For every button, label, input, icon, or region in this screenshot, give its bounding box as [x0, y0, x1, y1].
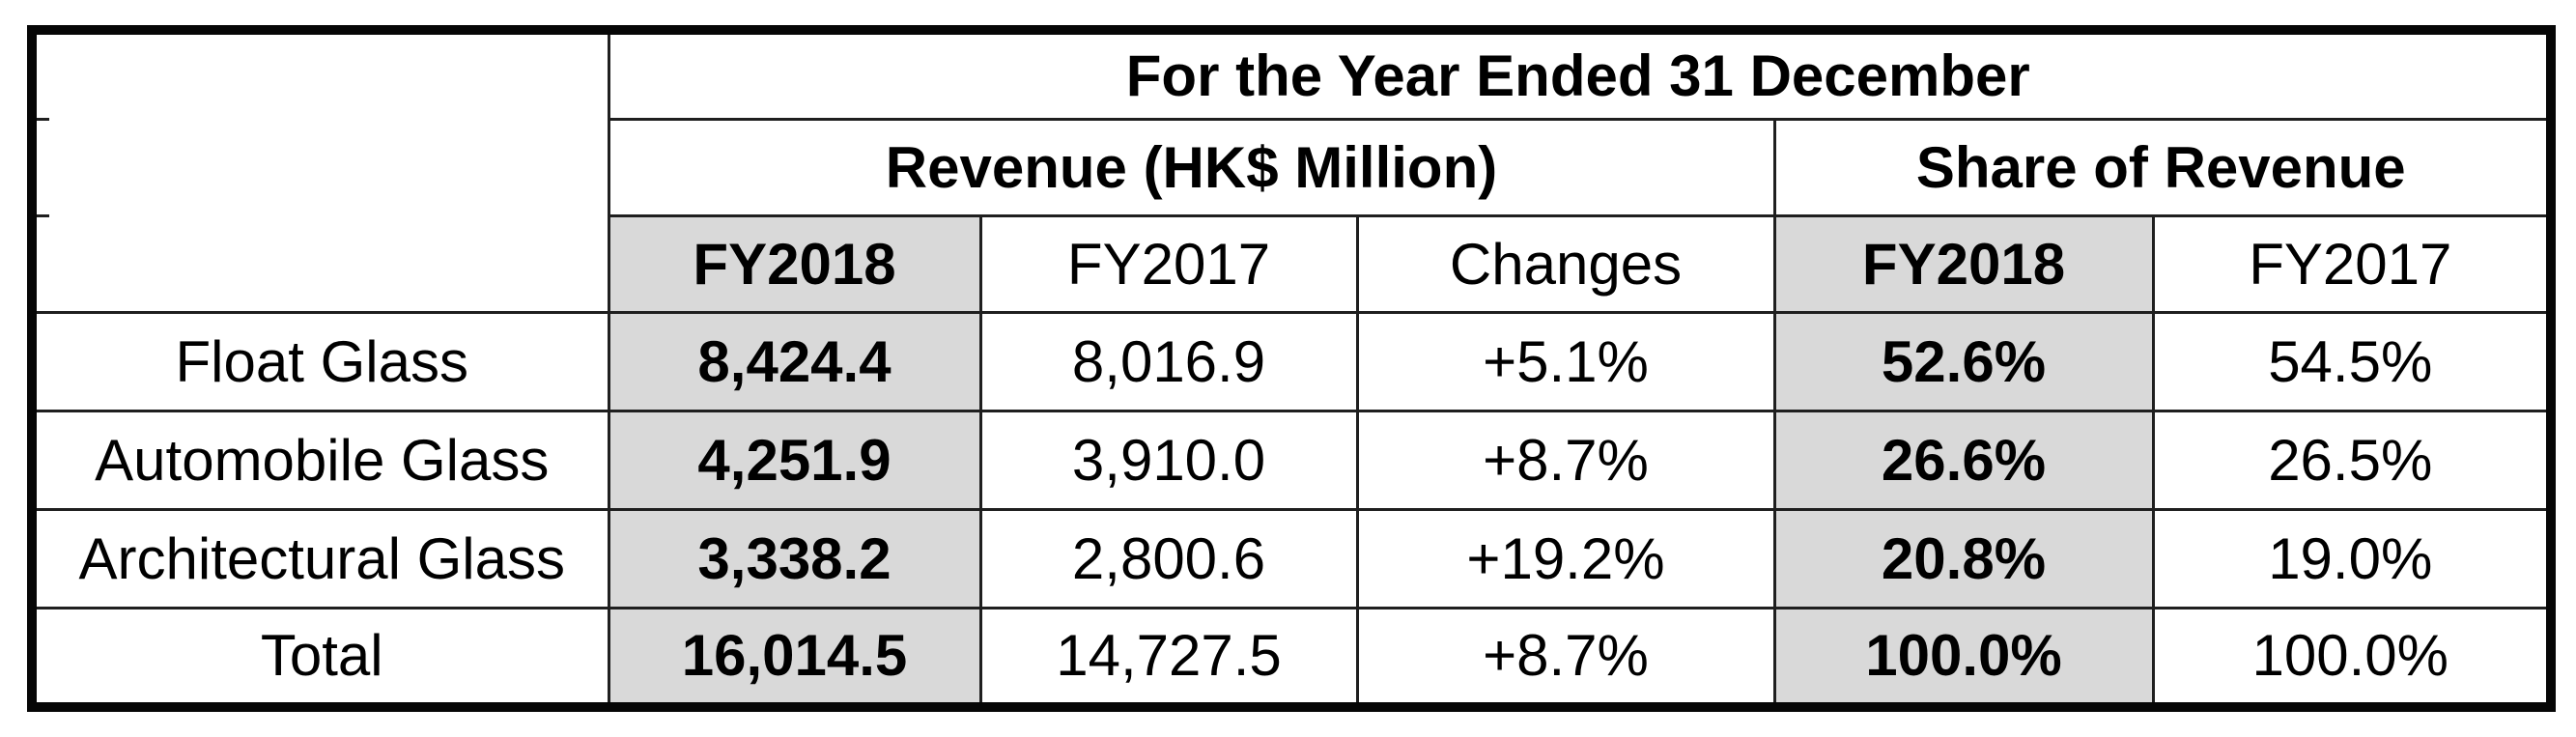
revenue-fy2018-value: 4,251.9 [607, 409, 982, 511]
share-fy2018-value: 26.6% [1772, 409, 2155, 511]
table-row-architectural-glass: Architectural Glass 3,338.2 2,800.6 +19.… [30, 507, 2553, 609]
revenue-fy2017-value: 3,910.0 [978, 409, 1359, 511]
change-value: +8.7% [1355, 409, 1776, 511]
share-fy2017-value: 19.0% [2151, 507, 2553, 609]
share-fy2018-value: 52.6% [1772, 310, 2155, 412]
row-label: Total [30, 606, 610, 709]
share-group-header: Share of Revenue [1772, 117, 2553, 217]
table-row-total: Total 16,014.5 14,727.5 +8.7% 100.0% 100… [30, 606, 2553, 709]
revenue-fy2018-value: 8,424.4 [607, 310, 982, 412]
share-fy2017-value: 54.5% [2151, 310, 2553, 412]
share-fy2017-value: 26.5% [2151, 409, 2553, 511]
left-border-stub-bottom [37, 214, 49, 217]
table-row-float-glass: Float Glass 8,424.4 8,016.9 +5.1% 52.6% … [30, 310, 2553, 412]
change-value: +5.1% [1355, 310, 1776, 412]
revenue-fy2018-value: 3,338.2 [607, 507, 982, 609]
corner-cell [30, 28, 610, 314]
table-row-group-headers: Revenue (HK$ Million) Share of Revenue [32, 117, 2553, 217]
revenue-fy2018-header: FY2018 [607, 213, 982, 314]
row-label: Architectural Glass [30, 507, 610, 609]
row-label: Float Glass [30, 310, 610, 412]
table-row-column-headers: FY2018 FY2017 Changes FY2018 FY2017 [32, 213, 2553, 314]
row-label: Automobile Glass [30, 409, 610, 511]
share-fy2018-value: 100.0% [1772, 606, 2155, 709]
financial-results-table: For the Year Ended 31 December Revenue (… [27, 25, 2557, 712]
revenue-fy2017-value: 2,800.6 [978, 507, 1359, 609]
table-title: For the Year Ended 31 December [607, 28, 2553, 121]
table-row-automobile-glass: Automobile Glass 4,251.9 3,910.0 +8.7% 2… [30, 409, 2553, 511]
change-value: +8.7% [1355, 606, 1776, 709]
revenue-fy2018-value: 16,014.5 [607, 606, 982, 709]
share-fy2018-header: FY2018 [1772, 213, 2155, 314]
change-value: +19.2% [1355, 507, 1776, 609]
changes-header: Changes [1355, 213, 1776, 314]
revenue-group-header: Revenue (HK$ Million) [607, 117, 1776, 217]
revenue-fy2017-header: FY2017 [978, 213, 1359, 314]
share-fy2018-value: 20.8% [1772, 507, 2155, 609]
share-fy2017-value: 100.0% [2151, 606, 2553, 709]
revenue-table: For the Year Ended 31 December Revenue (… [27, 25, 2557, 712]
revenue-fy2017-value: 8,016.9 [978, 310, 1359, 412]
table-row-title: For the Year Ended 31 December [30, 28, 2553, 314]
left-border-stub-top [37, 118, 49, 121]
share-fy2017-header: FY2017 [2151, 213, 2553, 314]
revenue-fy2017-value: 14,727.5 [978, 606, 1359, 709]
